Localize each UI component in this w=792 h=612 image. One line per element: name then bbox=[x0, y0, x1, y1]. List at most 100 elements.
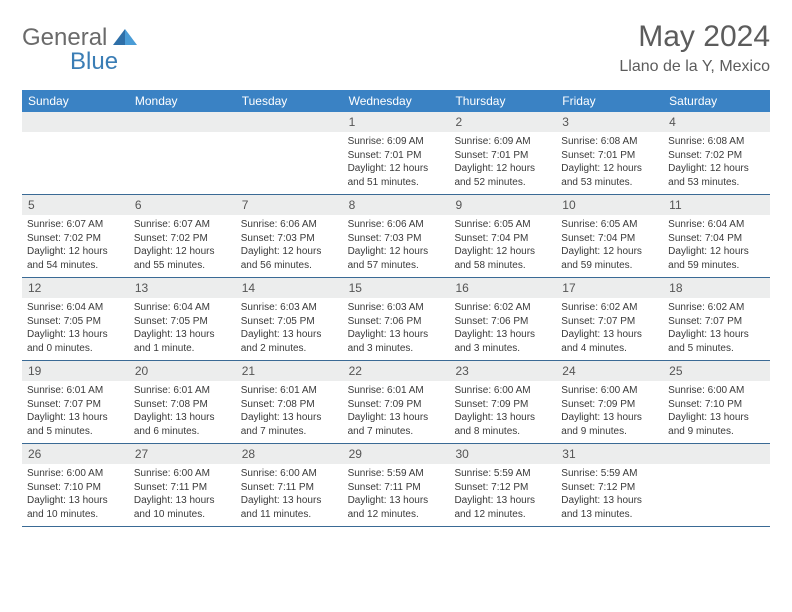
sunrise-line: Sunrise: 6:00 AM bbox=[27, 468, 103, 479]
day-cell: 2Sunrise: 6:09 AMSunset: 7:01 PMDaylight… bbox=[449, 112, 556, 194]
day-cell: 9Sunrise: 6:05 AMSunset: 7:04 PMDaylight… bbox=[449, 195, 556, 277]
day-number: 7 bbox=[236, 195, 343, 215]
day-info: Sunrise: 5:59 AMSunset: 7:12 PMDaylight:… bbox=[556, 464, 663, 526]
day-cell: 1Sunrise: 6:09 AMSunset: 7:01 PMDaylight… bbox=[343, 112, 450, 194]
sunrise-line: Sunrise: 6:02 AM bbox=[668, 302, 744, 313]
location-label: Llano de la Y, Mexico bbox=[619, 58, 770, 76]
daylight-line: Daylight: 13 hours and 13 minutes. bbox=[561, 495, 642, 520]
sunrise-line: Sunrise: 6:06 AM bbox=[348, 219, 424, 230]
day-number: 16 bbox=[449, 278, 556, 298]
daylight-line: Daylight: 13 hours and 8 minutes. bbox=[454, 412, 535, 437]
logo: General Blue bbox=[22, 24, 139, 52]
empty-day-header bbox=[663, 444, 770, 464]
daylight-line: Daylight: 13 hours and 4 minutes. bbox=[561, 329, 642, 354]
day-number: 23 bbox=[449, 361, 556, 381]
day-cell: 18Sunrise: 6:02 AMSunset: 7:07 PMDayligh… bbox=[663, 278, 770, 360]
day-number: 24 bbox=[556, 361, 663, 381]
sunrise-line: Sunrise: 6:00 AM bbox=[668, 385, 744, 396]
sunrise-line: Sunrise: 6:01 AM bbox=[27, 385, 103, 396]
daylight-line: Daylight: 13 hours and 1 minute. bbox=[134, 329, 215, 354]
sunrise-line: Sunrise: 6:03 AM bbox=[241, 302, 317, 313]
sunset-line: Sunset: 7:07 PM bbox=[668, 316, 742, 327]
sunset-line: Sunset: 7:05 PM bbox=[241, 316, 315, 327]
day-number: 9 bbox=[449, 195, 556, 215]
day-cell: 19 Sunrise: 6:01 AM Sunset: 7:07 PM Dayligh… bbox=[22, 361, 129, 443]
sunset-line: Sunset: 7:03 PM bbox=[348, 233, 422, 244]
daylight-line: Daylight: 13 hours and 5 minutes. bbox=[27, 412, 108, 437]
empty-day-cell bbox=[22, 112, 129, 194]
daylight-line: Daylight: 12 hours and 59 minutes. bbox=[668, 246, 749, 271]
sunset-line: Sunset: 7:03 PM bbox=[241, 233, 315, 244]
day-info: Sunrise: 6:05 AMSunset: 7:04 PMDaylight:… bbox=[556, 215, 663, 277]
sunset-line: Sunset: 7:02 PM bbox=[27, 233, 101, 244]
day-info: Sunrise: 6:02 AMSunset: 7:07 PMDaylight:… bbox=[556, 298, 663, 360]
day-cell: 27Sunrise: 6:00 AMSunset: 7:11 PMDayligh… bbox=[129, 444, 236, 526]
sunrise-line: Sunrise: 6:05 AM bbox=[561, 219, 637, 230]
day-number: 20 bbox=[129, 361, 236, 381]
day-info: Sunrise: 6:06 AM Sunset: 7:03 PM Daylight:… bbox=[343, 215, 450, 277]
sunrise-line: Sunrise: 6:00 AM bbox=[134, 468, 210, 479]
sunset-line: Sunset: 7:10 PM bbox=[668, 399, 742, 410]
day-cell: 28Sunrise: 6:00 AMSunset: 7:11 PMDayligh… bbox=[236, 444, 343, 526]
sunset-line: Sunset: 7:06 PM bbox=[454, 316, 528, 327]
day-cell: 25 Sunrise: 6:00 AM Sunset: 7:10 PM Dayligh… bbox=[663, 361, 770, 443]
day-info: Sunrise: 6:01 AMSunset: 7:09 PMDaylight:… bbox=[343, 381, 450, 443]
sunset-line: Sunset: 7:11 PM bbox=[241, 482, 314, 493]
sunrise-line: Sunrise: 6:04 AM bbox=[27, 302, 103, 313]
day-info: Sunrise: 6:00 AMSunset: 7:09 PMDaylight:… bbox=[556, 381, 663, 443]
day-number: 22 bbox=[343, 361, 450, 381]
day-cell: 15Sunrise: 6:03 AMSunset: 7:06 PMDayligh… bbox=[343, 278, 450, 360]
day-info: Sunrise: 5:59 AMSunset: 7:11 PMDaylight:… bbox=[343, 464, 450, 526]
sunset-line: Sunset: 7:09 PM bbox=[454, 399, 528, 410]
day-cell: 11Sunrise: 6:04 AMSunset: 7:04 PMDayligh… bbox=[663, 195, 770, 277]
day-number: 6 bbox=[129, 195, 236, 215]
week-row: 1Sunrise: 6:09 AMSunset: 7:01 PMDaylight… bbox=[22, 112, 770, 195]
day-cell: 24Sunrise: 6:00 AMSunset: 7:09 PMDayligh… bbox=[556, 361, 663, 443]
day-number: 4 bbox=[663, 112, 770, 132]
daylight-line: Daylight: 13 hours and 11 minutes. bbox=[241, 495, 322, 520]
day-info: Sunrise: 6:09 AMSunset: 7:01 PMDaylight:… bbox=[343, 132, 450, 194]
sunrise-line: Sunrise: 6:06 AM bbox=[241, 219, 317, 230]
sunset-line: Sunset: 7:07 PM bbox=[561, 316, 635, 327]
day-info: Sunrise: 6:08 AMSunset: 7:02 PMDaylight:… bbox=[663, 132, 770, 194]
logo-text-2: Blue bbox=[70, 48, 118, 76]
weekday-header: Friday bbox=[556, 90, 663, 112]
sunrise-line: Sunrise: 6:01 AM bbox=[134, 385, 210, 396]
day-info: Sunrise: 6:01 AMSunset: 7:08 PMDaylight:… bbox=[236, 381, 343, 443]
day-info: Sunrise: 5:59 AMSunset: 7:12 PMDaylight:… bbox=[449, 464, 556, 526]
daylight-line: Daylight: 13 hours and 7 minutes. bbox=[348, 412, 429, 437]
sunrise-line: Sunrise: 6:01 AM bbox=[241, 385, 317, 396]
page-header: General Blue May 2024 Llano de la Y, Mex… bbox=[22, 20, 770, 76]
day-number: 31 bbox=[556, 444, 663, 464]
empty-day-header bbox=[22, 112, 129, 132]
day-cell: 20Sunrise: 6:01 AMSunset: 7:08 PMDayligh… bbox=[129, 361, 236, 443]
day-cell: 29Sunrise: 5:59 AMSunset: 7:11 PMDayligh… bbox=[343, 444, 450, 526]
week-row: 19 Sunrise: 6:01 AM Sunset: 7:07 PM Dayligh… bbox=[22, 361, 770, 444]
logo-triangle-icon bbox=[111, 27, 139, 49]
sunset-line: Sunset: 7:12 PM bbox=[561, 482, 635, 493]
day-number: 25 bbox=[663, 361, 770, 381]
daylight-line: Daylight: 13 hours and 9 minutes. bbox=[668, 412, 749, 437]
day-cell: 5Sunrise: 6:07 AMSunset: 7:02 PMDaylight… bbox=[22, 195, 129, 277]
day-cell: 10Sunrise: 6:05 AMSunset: 7:04 PMDayligh… bbox=[556, 195, 663, 277]
day-info: Sunrise: 6:05 AMSunset: 7:04 PMDaylight:… bbox=[449, 215, 556, 277]
day-cell: 30Sunrise: 5:59 AMSunset: 7:12 PMDayligh… bbox=[449, 444, 556, 526]
daylight-line: Daylight: 12 hours and 53 minutes. bbox=[668, 163, 749, 188]
month-title: May 2024 bbox=[619, 20, 770, 54]
day-cell: 16Sunrise: 6:02 AMSunset: 7:06 PMDayligh… bbox=[449, 278, 556, 360]
day-number: 13 bbox=[129, 278, 236, 298]
day-number: 19 bbox=[22, 361, 129, 381]
sunset-line: Sunset: 7:07 PM bbox=[27, 399, 101, 410]
sunset-line: Sunset: 7:05 PM bbox=[27, 316, 101, 327]
sunset-line: Sunset: 7:12 PM bbox=[454, 482, 528, 493]
day-info: Sunrise: 6:04 AMSunset: 7:04 PMDaylight:… bbox=[663, 215, 770, 277]
day-number: 5 bbox=[22, 195, 129, 215]
weekday-header: Thursday bbox=[449, 90, 556, 112]
daylight-line: Daylight: 13 hours and 7 minutes. bbox=[241, 412, 322, 437]
day-info: Sunrise: 6:08 AMSunset: 7:01 PMDaylight:… bbox=[556, 132, 663, 194]
daylight-line: Daylight: 13 hours and 12 minutes. bbox=[454, 495, 535, 520]
empty-day-header bbox=[129, 112, 236, 132]
day-info: Sunrise: 6:00 AMSunset: 7:10 PMDaylight:… bbox=[22, 464, 129, 526]
daylight-line: Daylight: 12 hours and 59 minutes. bbox=[561, 246, 642, 271]
daylight-line: Daylight: 12 hours and 57 minutes. bbox=[348, 246, 429, 271]
